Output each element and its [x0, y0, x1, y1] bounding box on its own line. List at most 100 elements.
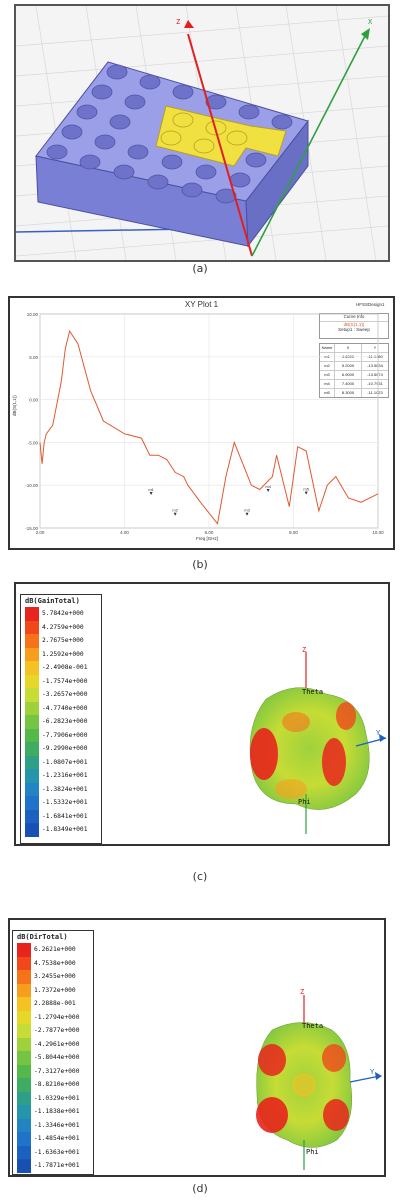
marker-point: [304, 491, 308, 495]
plot-grid: [39, 313, 379, 529]
gain-colorbar-swatch: [25, 755, 39, 769]
gain-colorbar-label: -7.7906e+000: [42, 731, 88, 739]
gain-colorbar-label: 1.2592e+000: [42, 650, 84, 658]
gain-3d-pattern: [249, 652, 386, 834]
y-tick-label: -15.00: [25, 526, 38, 531]
x-tick-label: 10.00: [372, 530, 384, 535]
dir-colorbar-swatch: [17, 983, 31, 997]
dir-colorbar-label: 1.7372e+000: [34, 986, 76, 994]
gain-colorbar-row: 5.7842e+000: [21, 607, 101, 621]
marker-name: m5: [320, 389, 335, 397]
z-axis-label: Z: [300, 988, 305, 996]
marker-table-header: Name X Y: [320, 344, 388, 353]
gain-colorbar-swatch: [25, 661, 39, 675]
gain-colorbar-label: 4.2759e+000: [42, 623, 84, 631]
dir-colorbar-row: 2.2888e-001: [13, 997, 93, 1011]
gain-colorbar-swatch: [25, 782, 39, 796]
y-tick-label: 10.00: [27, 312, 39, 317]
dir-colorbar-row: -1.2794e+000: [13, 1010, 93, 1024]
marker-header-x: X: [335, 344, 362, 352]
dir-colorbar: dB(DirTotal) 6.2621e+000 4.7538e+000 3.245…: [12, 930, 94, 1175]
marker-label: m1: [148, 487, 154, 492]
dir-colorbar-label: 4.7538e+000: [34, 959, 76, 967]
gain-colorbar-swatch: [25, 607, 39, 621]
antenna-model-viewport[interactable]: Z X: [14, 4, 390, 262]
dir-colorbar-swatch: [17, 1105, 31, 1119]
directivity-pattern-panel[interactable]: dB(DirTotal) 6.2621e+000 4.7538e+000 3.245…: [8, 918, 386, 1177]
y-tick-label: -10.00: [25, 483, 38, 488]
marker-y: -13.5634: [367, 363, 383, 368]
dir-colorbar-label: -1.6363e+001: [34, 1148, 80, 1156]
dir-colorbar-swatch: [17, 1145, 31, 1159]
dir-colorbar-rows: 6.2621e+000 4.7538e+000 3.2455e+000 1.7372e…: [13, 943, 93, 1173]
dir-colorbar-row: 4.7538e+000: [13, 956, 93, 970]
gain-colorbar-swatch: [25, 823, 39, 837]
dir-colorbar-row: -4.2961e+000: [13, 1037, 93, 1051]
dir-colorbar-swatch: [17, 970, 31, 984]
dir-colorbar-label: -1.7871e+001: [34, 1162, 80, 1170]
marker-name: m4: [320, 380, 335, 388]
curve-legend[interactable]: Curve Info dB(S(1,1)) Setup1 : Sweep: [319, 313, 389, 339]
y-tick-label: 0.00: [29, 398, 38, 403]
gain-colorbar-swatch: [25, 742, 39, 756]
dir-colorbar-row: 6.2621e+000: [13, 943, 93, 957]
antenna-3d-model: [16, 6, 388, 260]
design-label: HFSSDesign1: [356, 302, 385, 307]
caption-b: (b): [192, 558, 208, 571]
gain-colorbar-row: -7.7906e+000: [21, 728, 101, 742]
z-axis-label: Z: [176, 18, 181, 26]
dir-colorbar-row: -1.3346e+001: [13, 1118, 93, 1132]
z-axis-line: [187, 33, 253, 257]
theta-label: Theta: [302, 688, 324, 696]
x-tick-label: 8.00: [289, 530, 298, 535]
dir-colorbar-label: -5.8044e+000: [34, 1054, 80, 1062]
series-line-s11: [39, 329, 379, 525]
dir-colorbar-label: -1.2794e+000: [34, 1013, 80, 1021]
dir-colorbar-swatch: [17, 1051, 31, 1065]
dir-colorbar-label: 2.2888e-001: [34, 1000, 76, 1008]
gain-colorbar-swatch: [25, 688, 39, 702]
dir-colorbar-label: 3.2455e+000: [34, 973, 76, 981]
gain-colorbar-swatch: [25, 701, 39, 715]
marker-y: -11.1023: [367, 390, 383, 395]
x-axis-label: Freq [GHz]: [196, 536, 219, 541]
y-axis-label: Y: [376, 729, 381, 737]
dir-colorbar-row: -2.7877e+000: [13, 1024, 93, 1038]
gain-colorbar-swatch: [25, 647, 39, 661]
dir-colorbar-label: -1.4854e+001: [34, 1135, 80, 1143]
gain-colorbar-label: -1.2316e+001: [42, 772, 88, 780]
gain-pattern-panel[interactable]: dB(GainTotal) 5.7842e+000 4.2759e+000 2.76…: [14, 582, 390, 846]
dir-colorbar-swatch: [17, 997, 31, 1011]
marker-y: -13.5674: [367, 372, 383, 377]
axis-ticks: 10.00 5.00 0.00 -5.00 -10.00 -15.002.00 4.00 6.…: [25, 312, 384, 535]
marker-y: -10.7931: [367, 381, 383, 386]
dir-colorbar-row: -1.4854e+001: [13, 1132, 93, 1146]
dir-colorbar-label: -7.3127e+000: [34, 1067, 80, 1075]
gain-colorbar-row: -2.4908e-001: [21, 661, 101, 675]
dir-colorbar-row: -1.6363e+001: [13, 1145, 93, 1159]
dir-colorbar-swatch: [17, 1064, 31, 1078]
marker-header-y: Y: [373, 345, 377, 350]
xy-plot-panel[interactable]: XY Plot 1 HFSSDesign1 Curve Info dB(S(1,…: [8, 296, 395, 550]
gain-colorbar-row: -1.6841e+001: [21, 809, 101, 823]
dir-colorbar-label: -8.8210e+000: [34, 1081, 80, 1089]
x-axis-arrow: [361, 28, 370, 40]
marker-point: [266, 488, 270, 492]
gain-colorbar-label: -1.5332e+001: [42, 799, 88, 807]
gain-colorbar: dB(GainTotal) 5.7842e+000 4.2759e+000 2.76…: [20, 594, 102, 844]
gain-colorbar-swatch: [25, 796, 39, 810]
dir-colorbar-row: -7.3127e+000: [13, 1064, 93, 1078]
marker-label: m2: [172, 508, 178, 513]
gain-colorbar-swatch: [25, 809, 39, 823]
gain-colorbar-label: 5.7842e+000: [42, 610, 84, 618]
s11-chart[interactable]: 10.00 5.00 0.00 -5.00 -10.00 -15.002.00 4.00 6.…: [10, 298, 393, 548]
gain-colorbar-label: 2.7675e+000: [42, 637, 84, 645]
dir-colorbar-swatch: [17, 1132, 31, 1146]
dir-colorbar-swatch: [17, 1159, 31, 1173]
dir-colorbar-swatch: [17, 1037, 31, 1051]
dir-colorbar-row: -1.0329e+001: [13, 1091, 93, 1105]
marker-label: m5: [303, 487, 309, 492]
dir-colorbar-row: -1.7871e+001: [13, 1159, 93, 1173]
patch-hole-outlines: [160, 112, 248, 154]
gain-colorbar-row: -9.2990e+000: [21, 742, 101, 756]
